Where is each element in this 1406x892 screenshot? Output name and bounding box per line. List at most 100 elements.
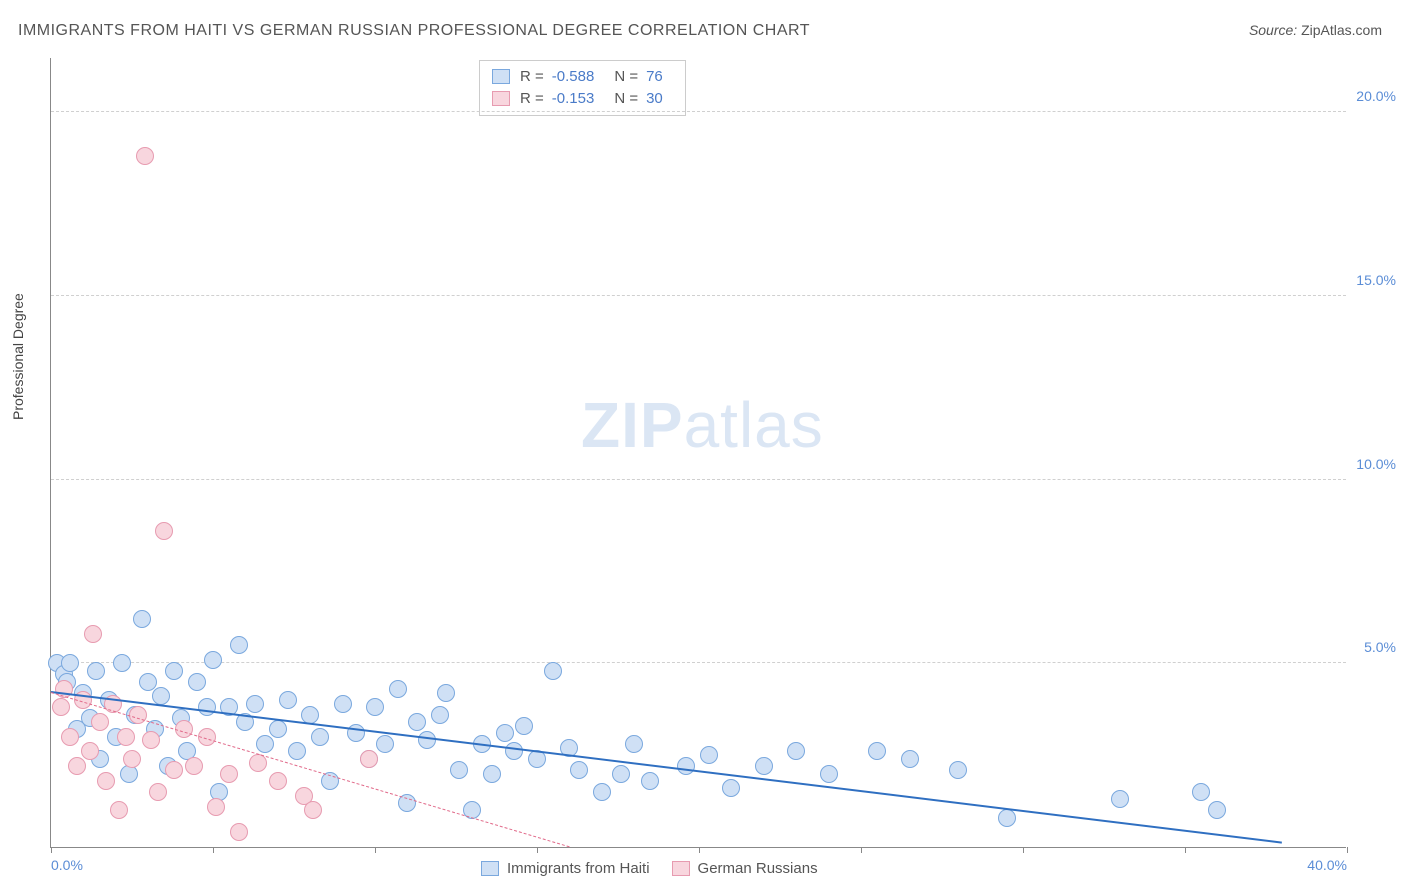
scatter-plot-area: ZIPatlas R =-0.588N =76R =-0.153N =30 Im… <box>50 58 1346 848</box>
chart-title: IMMIGRANTS FROM HAITI VS GERMAN RUSSIAN … <box>18 22 810 40</box>
scatter-point-haiti <box>389 680 407 698</box>
scatter-point-german_russians <box>165 761 183 779</box>
x-tick <box>375 847 376 853</box>
watermark-rest: atlas <box>684 389 824 461</box>
grid-line <box>51 479 1346 480</box>
x-tick <box>51 847 52 853</box>
scatter-point-haiti <box>418 731 436 749</box>
scatter-point-haiti <box>366 698 384 716</box>
scatter-point-haiti <box>483 765 501 783</box>
x-tick-label: 40.0% <box>1307 857 1347 873</box>
scatter-point-german_russians <box>123 750 141 768</box>
legend-swatch <box>672 861 690 876</box>
scatter-point-haiti <box>544 662 562 680</box>
legend-row-haiti: R = -0.588 N = 76 <box>492 65 673 87</box>
series-legend-item: Immigrants from Haiti <box>481 860 650 877</box>
legend-r-label: R = <box>520 90 544 107</box>
legend-swatch <box>492 69 510 84</box>
correlation-legend: R = -0.588 N = 76 R = -0.153 N = 30 <box>479 60 686 116</box>
scatter-point-haiti <box>755 757 773 775</box>
scatter-point-haiti <box>113 654 131 672</box>
scatter-point-haiti <box>450 761 468 779</box>
scatter-point-haiti <box>1192 783 1210 801</box>
legend-n-label: N = <box>614 68 638 85</box>
legend-label: Immigrants from Haiti <box>507 860 650 877</box>
scatter-point-haiti <box>256 735 274 753</box>
legend-n-value: 30 <box>646 90 663 107</box>
scatter-point-german_russians <box>91 713 109 731</box>
grid-line <box>51 295 1346 296</box>
scatter-point-haiti <box>61 654 79 672</box>
scatter-point-haiti <box>612 765 630 783</box>
grid-line <box>51 111 1346 112</box>
legend-swatch <box>492 91 510 106</box>
legend-label: German Russians <box>698 860 818 877</box>
legend-n-value: 76 <box>646 68 663 85</box>
scatter-point-haiti <box>198 698 216 716</box>
scatter-point-haiti <box>376 735 394 753</box>
scatter-point-haiti <box>165 662 183 680</box>
scatter-point-haiti <box>288 742 306 760</box>
scatter-point-haiti <box>269 720 287 738</box>
scatter-point-haiti <box>408 713 426 731</box>
legend-r-label: R = <box>520 68 544 85</box>
legend-swatch <box>481 861 499 876</box>
scatter-point-haiti <box>133 610 151 628</box>
scatter-point-haiti <box>787 742 805 760</box>
scatter-point-haiti <box>593 783 611 801</box>
x-tick <box>1185 847 1186 853</box>
scatter-point-haiti <box>677 757 695 775</box>
y-tick-label: 15.0% <box>1350 272 1396 288</box>
scatter-point-haiti <box>820 765 838 783</box>
x-tick <box>861 847 862 853</box>
scatter-point-haiti <box>625 735 643 753</box>
scatter-point-german_russians <box>230 823 248 841</box>
scatter-point-haiti <box>570 761 588 779</box>
scatter-point-german_russians <box>360 750 378 768</box>
scatter-point-haiti <box>515 717 533 735</box>
scatter-point-haiti <box>868 742 886 760</box>
scatter-point-german_russians <box>269 772 287 790</box>
scatter-point-german_russians <box>110 801 128 819</box>
source-label: Source: <box>1249 22 1297 38</box>
legend-r-value: -0.588 <box>552 68 595 85</box>
scatter-point-haiti <box>152 687 170 705</box>
x-tick <box>1347 847 1348 853</box>
scatter-point-german_russians <box>97 772 115 790</box>
scatter-point-haiti <box>722 779 740 797</box>
scatter-point-german_russians <box>68 757 86 775</box>
scatter-point-haiti <box>901 750 919 768</box>
scatter-point-german_russians <box>304 801 322 819</box>
legend-n-label: N = <box>614 90 638 107</box>
series-legend-item: German Russians <box>672 860 818 877</box>
scatter-point-haiti <box>437 684 455 702</box>
scatter-point-german_russians <box>220 765 238 783</box>
x-tick <box>213 847 214 853</box>
scatter-point-haiti <box>998 809 1016 827</box>
y-axis-label: Professional Degree <box>10 293 26 420</box>
legend-row-german_russians: R = -0.153 N = 30 <box>492 87 673 109</box>
scatter-point-haiti <box>311 728 329 746</box>
scatter-point-haiti <box>87 662 105 680</box>
scatter-point-haiti <box>1208 801 1226 819</box>
scatter-point-haiti <box>246 695 264 713</box>
x-tick <box>699 847 700 853</box>
y-tick-label: 20.0% <box>1350 88 1396 104</box>
scatter-point-german_russians <box>142 731 160 749</box>
scatter-point-haiti <box>700 746 718 764</box>
scatter-point-haiti <box>279 691 297 709</box>
legend-r-value: -0.153 <box>552 90 595 107</box>
series-legend: Immigrants from Haiti German Russians <box>481 860 818 877</box>
scatter-point-german_russians <box>84 625 102 643</box>
scatter-point-german_russians <box>155 522 173 540</box>
scatter-point-haiti <box>188 673 206 691</box>
grid-line <box>51 662 1346 663</box>
x-tick <box>537 847 538 853</box>
scatter-point-german_russians <box>207 798 225 816</box>
scatter-point-haiti <box>496 724 514 742</box>
source-value: ZipAtlas.com <box>1301 22 1382 38</box>
scatter-point-haiti <box>949 761 967 779</box>
scatter-point-haiti <box>641 772 659 790</box>
x-tick-label: 0.0% <box>51 857 83 873</box>
y-tick-label: 5.0% <box>1350 639 1396 655</box>
